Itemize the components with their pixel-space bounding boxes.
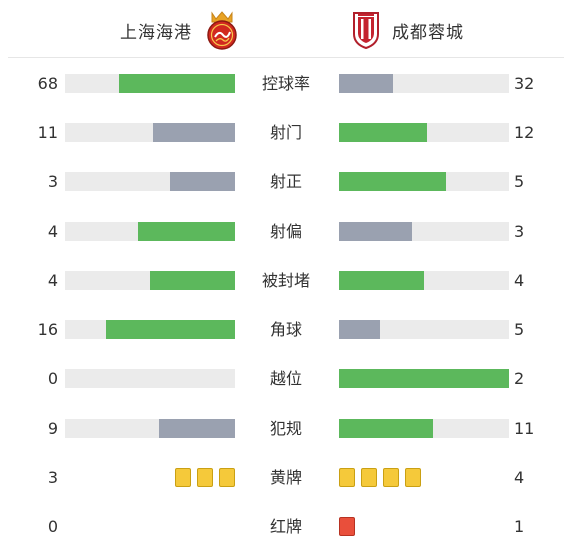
- away-stat-bar-fill: [339, 123, 428, 142]
- away-stat-bar-fill: [339, 369, 509, 388]
- home-stat-value: 4: [47, 271, 58, 290]
- home-stat-value: 3: [47, 468, 58, 487]
- stat-row: 11 射门 12: [0, 119, 572, 147]
- stat-row: 3 射正 5: [0, 168, 572, 196]
- home-stat-value: 3: [47, 172, 58, 191]
- away-stat-bar-fill: [339, 222, 413, 241]
- home-stat-bar: [65, 320, 235, 339]
- home-cards: [65, 517, 235, 536]
- home-stat-value: 0: [47, 369, 58, 388]
- away-stat-value: 32: [514, 74, 535, 93]
- home-team[interactable]: 上海海港: [120, 10, 238, 50]
- away-team[interactable]: 成都蓉城: [350, 10, 464, 50]
- home-stat-bar: [65, 172, 235, 191]
- home-stat-bar-fill: [119, 74, 235, 93]
- home-stat-bar: [65, 74, 235, 93]
- yellow-card-icon: [383, 468, 399, 487]
- stat-label: 射正: [269, 172, 302, 191]
- stat-label: 射门: [269, 123, 302, 142]
- stat-label: 射偏: [269, 222, 302, 241]
- away-cards: [339, 468, 509, 487]
- yellow-card-icon: [361, 468, 377, 487]
- home-stat-value: 9: [47, 419, 58, 438]
- home-cards: [65, 468, 235, 487]
- yellow-card-icon: [339, 468, 355, 487]
- away-stat-value: 5: [514, 172, 525, 191]
- stat-label: 黄牌: [269, 468, 302, 487]
- stat-row: 4 射偏 3: [0, 218, 572, 246]
- away-stat-bar-fill: [339, 320, 380, 339]
- away-stat-bar: [339, 419, 509, 438]
- stat-row: 0 红牌 1: [0, 513, 572, 541]
- red-card-icon: [339, 517, 355, 536]
- home-stat-value: 4: [47, 222, 58, 241]
- stat-row: 16 角球 5: [0, 316, 572, 344]
- yellow-card-icon: [405, 468, 421, 487]
- away-stat-bar: [339, 320, 509, 339]
- away-stat-value: 5: [514, 320, 525, 339]
- home-stat-value: 16: [37, 320, 58, 339]
- away-stat-bar: [339, 222, 509, 241]
- home-stat-bar: [65, 419, 235, 438]
- away-team-name: 成都蓉城: [392, 22, 464, 43]
- away-stat-bar: [339, 123, 509, 142]
- away-stat-bar-fill: [339, 419, 433, 438]
- shanghai-port-crest-icon: [207, 11, 237, 50]
- yellow-card-icon: [197, 468, 213, 487]
- stat-label: 越位: [269, 369, 302, 388]
- yellow-card-icon: [175, 468, 191, 487]
- stat-label: 犯规: [269, 419, 302, 438]
- away-stat-bar-fill: [339, 172, 447, 191]
- stat-row: 68 控球率 32: [0, 70, 572, 98]
- stat-row: 4 被封堵 4: [0, 267, 572, 295]
- header-divider: [8, 57, 564, 58]
- stat-label: 控球率: [261, 74, 310, 93]
- stat-row: 3 黄牌 4: [0, 464, 572, 492]
- home-stat-bar-fill: [150, 271, 235, 290]
- away-stat-bar-fill: [339, 74, 394, 93]
- home-stat-bar: [65, 222, 235, 241]
- home-stat-bar-fill: [153, 123, 235, 142]
- yellow-card-icon: [219, 468, 235, 487]
- away-stat-value: 3: [514, 222, 525, 241]
- away-stat-value: 4: [514, 468, 525, 487]
- home-stat-value: 0: [47, 517, 58, 536]
- away-stat-bar: [339, 271, 509, 290]
- chengdu-rongcheng-crest-icon: [353, 12, 379, 50]
- home-stat-value: 68: [37, 74, 58, 93]
- away-stat-value: 11: [514, 419, 535, 438]
- home-stat-bar-fill: [105, 320, 235, 339]
- away-stat-value: 4: [514, 271, 525, 290]
- stat-row: 0 越位 2: [0, 365, 572, 393]
- stat-label: 角球: [269, 320, 302, 339]
- home-stat-bar-fill: [158, 419, 235, 438]
- home-stat-bar: [65, 369, 235, 388]
- away-stat-bar-fill: [339, 271, 424, 290]
- home-stat-bar-fill: [138, 222, 235, 241]
- away-stat-value: 12: [514, 123, 535, 142]
- home-stat-bar: [65, 123, 235, 142]
- away-stat-value: 1: [514, 517, 525, 536]
- away-cards: [339, 517, 509, 536]
- stat-row: 9 犯规 11: [0, 415, 572, 443]
- stat-label: 红牌: [269, 517, 302, 536]
- home-team-name: 上海海港: [120, 22, 192, 43]
- match-header: 上海海港 成都蓉城: [0, 0, 572, 58]
- away-stat-bar: [339, 74, 509, 93]
- away-stat-bar: [339, 172, 509, 191]
- away-stat-value: 2: [514, 369, 525, 388]
- home-stat-bar-fill: [170, 172, 235, 191]
- home-stat-value: 11: [37, 123, 58, 142]
- home-stat-bar: [65, 271, 235, 290]
- stat-label: 被封堵: [261, 271, 310, 290]
- away-stat-bar: [339, 369, 509, 388]
